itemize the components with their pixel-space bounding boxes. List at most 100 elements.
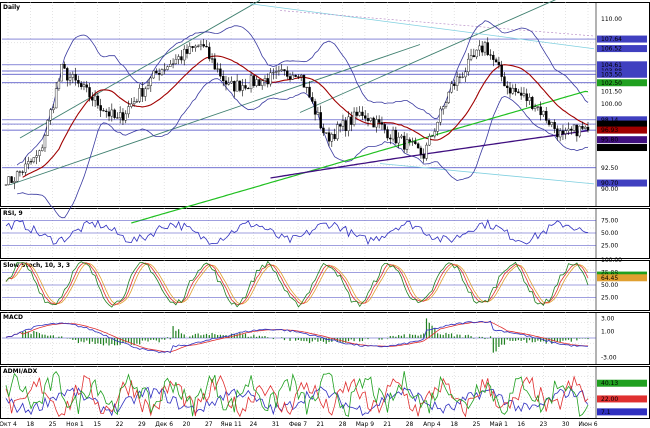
tick-label: 92.50 xyxy=(601,165,618,172)
candle-body xyxy=(372,117,375,128)
candle-body xyxy=(118,112,122,119)
candle-body xyxy=(366,118,370,121)
candle-body xyxy=(428,136,431,146)
candle-body xyxy=(469,55,473,60)
x-tick-label: Июн 6 xyxy=(578,421,597,428)
tick-label: 104.61 xyxy=(601,62,622,69)
fan-line xyxy=(279,10,595,37)
candle-body xyxy=(514,87,517,93)
candle-body xyxy=(297,76,300,78)
tick-label: 22.00 xyxy=(601,396,618,403)
ma-red xyxy=(22,55,589,178)
candle-body xyxy=(41,147,44,151)
candle-body xyxy=(506,85,509,88)
axis-value-tag xyxy=(597,61,647,69)
candle-body xyxy=(205,45,208,48)
candle-body xyxy=(561,130,565,134)
tick-label: 7.1 xyxy=(601,409,611,416)
axis-value-tag xyxy=(597,179,647,187)
candle-body xyxy=(375,119,378,128)
x-tick-label: 23 xyxy=(540,421,548,428)
candle-body xyxy=(517,91,520,94)
channel-line xyxy=(299,0,557,113)
candle-body xyxy=(525,93,528,101)
candle-body xyxy=(411,141,414,143)
candle-body xyxy=(88,87,91,98)
axis-value-tag xyxy=(597,229,647,237)
candle-body xyxy=(519,92,523,96)
candle-body xyxy=(500,64,503,77)
candle-body xyxy=(584,126,587,129)
candle-body xyxy=(377,119,381,123)
candle-body xyxy=(188,46,191,54)
x-tick-label: 20 xyxy=(183,421,191,428)
candle-body xyxy=(308,86,311,98)
tick-label: 101.50 xyxy=(601,88,622,95)
candle-body xyxy=(60,64,63,82)
candle-body xyxy=(63,64,66,69)
candle-body xyxy=(572,124,576,131)
candle-body xyxy=(144,88,147,97)
candle-body xyxy=(185,48,189,54)
tick-label: 1.00 xyxy=(601,329,615,336)
candle-body xyxy=(578,125,581,137)
candle-body xyxy=(355,111,359,116)
tick-label: 90.00 xyxy=(601,186,618,193)
candle-body xyxy=(135,101,139,103)
candle-body xyxy=(341,120,345,127)
candle-body xyxy=(244,85,247,89)
candle-body xyxy=(450,83,453,93)
candle-body xyxy=(547,120,551,125)
candle-body xyxy=(283,69,286,71)
candle-body xyxy=(575,124,579,137)
candle-body xyxy=(57,80,61,89)
x-tick-label: 27 xyxy=(205,421,213,428)
candle-body xyxy=(105,110,108,112)
candle-body xyxy=(397,136,400,144)
candle-body xyxy=(152,70,155,79)
candle-body xyxy=(43,135,47,149)
rsi-line xyxy=(5,218,589,246)
ma-purple xyxy=(270,130,589,179)
candle-body xyxy=(274,71,278,73)
axis-value-tag xyxy=(597,45,647,53)
axis-value-tag xyxy=(597,79,647,87)
candle-body xyxy=(453,83,456,86)
candle-body xyxy=(564,130,567,134)
panel-frame xyxy=(0,208,650,259)
stoch-line-orange xyxy=(5,263,589,305)
tick-label: 100.00 xyxy=(601,101,622,108)
candle-body xyxy=(77,79,80,84)
candle-body xyxy=(539,106,542,116)
ma-green xyxy=(131,90,589,224)
candle-body xyxy=(405,139,409,150)
axis-value-tag xyxy=(597,408,647,416)
candle-body xyxy=(224,80,228,85)
candle-body xyxy=(130,103,133,107)
candle-body xyxy=(458,76,462,78)
candle-body xyxy=(581,125,584,129)
candle-body xyxy=(107,111,111,117)
x-tick-label: Дек 6 xyxy=(155,421,173,428)
candle-body xyxy=(430,135,434,137)
x-tick-label: 28 xyxy=(339,421,347,428)
candle-body xyxy=(38,150,41,156)
tick-label: 40.13 xyxy=(601,380,618,387)
fan-line xyxy=(379,163,595,185)
candle-body xyxy=(369,117,372,121)
candle-body xyxy=(266,78,269,85)
candle-body xyxy=(169,64,172,67)
x-tick-label: 15 xyxy=(93,421,101,428)
axis-value-tag xyxy=(597,126,647,134)
candle-body xyxy=(102,110,105,112)
candle-body xyxy=(380,122,384,125)
candle-body xyxy=(553,122,556,129)
candle-body xyxy=(157,72,161,75)
candle-body xyxy=(352,111,356,125)
candle-body xyxy=(394,129,398,144)
candle-body xyxy=(233,81,236,92)
candle-body xyxy=(74,74,77,81)
candle-body xyxy=(160,69,164,75)
candle-body xyxy=(146,85,150,90)
panel-title: MACD xyxy=(3,314,23,321)
